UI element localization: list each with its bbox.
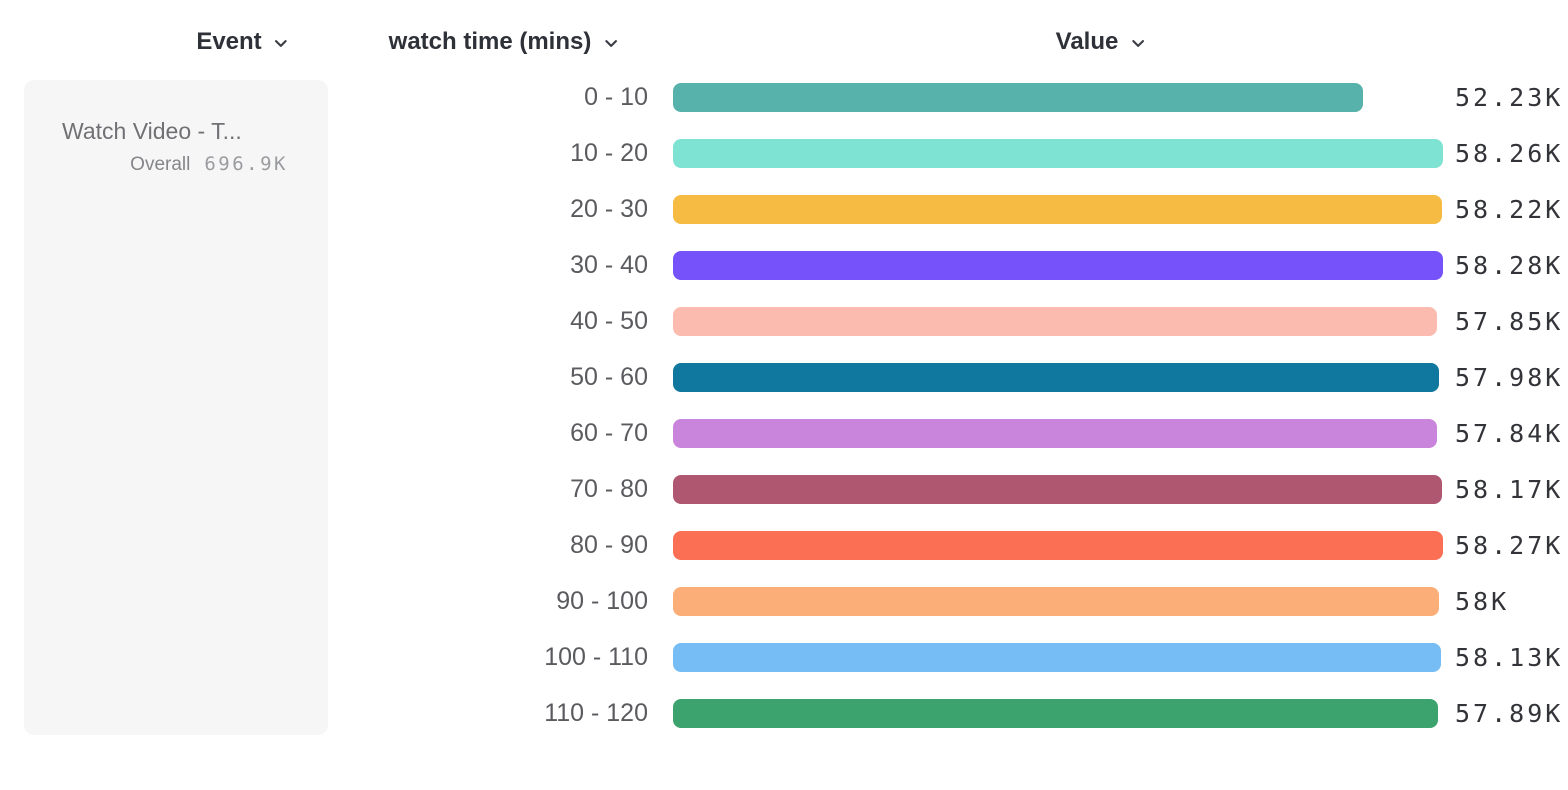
value-bar[interactable] (673, 698, 1438, 728)
chart-row: 80 - 90 58.27K (330, 517, 1568, 573)
breakdown-column-header[interactable]: watch time (mins) (389, 28, 620, 56)
bar-track (673, 250, 1443, 280)
value-label: 58.13K (1455, 642, 1564, 672)
bar-track (673, 138, 1443, 168)
chart-row: 20 - 30 58.22K (330, 181, 1568, 237)
chevron-down-icon (1129, 35, 1146, 52)
bar-track (673, 82, 1443, 112)
value-label: 58.22K (1455, 194, 1564, 224)
value-bar[interactable] (673, 530, 1443, 560)
chart-row: 60 - 70 57.84K (330, 405, 1568, 461)
bar-track (673, 530, 1443, 560)
value-label: 58.17K (1455, 474, 1564, 504)
value-bar[interactable] (673, 418, 1437, 448)
bucket-label: 90 - 100 (556, 586, 648, 615)
bucket-label: 30 - 40 (570, 250, 648, 279)
chevron-down-icon (273, 35, 290, 52)
bucket-label: 100 - 110 (544, 642, 648, 671)
event-column-label: Event (196, 28, 262, 55)
bar-chart: 0 - 10 52.23K 10 - 20 58.26K 20 - 30 58.22K 30… (330, 69, 1568, 741)
bar-track (673, 698, 1443, 728)
value-label: 57.85K (1455, 306, 1564, 336)
bar-track (673, 586, 1443, 616)
value-label: 57.98K (1455, 362, 1564, 392)
bucket-label: 20 - 30 (570, 194, 648, 223)
bucket-label: 40 - 50 (570, 306, 648, 335)
bucket-label: 0 - 10 (584, 82, 648, 111)
event-title: Watch Video - T... (62, 118, 242, 144)
value-label: 58K (1455, 586, 1510, 616)
event-column-header[interactable]: Event (196, 28, 289, 56)
bar-track (673, 474, 1443, 504)
value-column-header[interactable]: Value (1056, 28, 1147, 56)
value-label: 58.28K (1455, 250, 1564, 280)
value-label: 57.89K (1455, 698, 1564, 728)
value-bar[interactable] (673, 194, 1442, 224)
value-bar[interactable] (673, 82, 1363, 112)
chart-row: 10 - 20 58.26K (330, 125, 1568, 181)
chart-row: 40 - 50 57.85K (330, 293, 1568, 349)
value-bar[interactable] (673, 138, 1443, 168)
bar-track (673, 194, 1443, 224)
bucket-label: 10 - 20 (570, 138, 648, 167)
overall-value: 696.9K (204, 153, 288, 175)
breakdown-column-label: watch time (mins) (388, 28, 592, 55)
chart-row: 110 - 120 57.89K (330, 685, 1568, 741)
value-label: 58.26K (1455, 138, 1564, 168)
chart-row: 70 - 80 58.17K (330, 461, 1568, 517)
chart-row: 100 - 110 58.13K (330, 629, 1568, 685)
chart-row: 0 - 10 52.23K (330, 69, 1568, 125)
value-column-label: Value (1055, 28, 1119, 55)
bucket-label: 70 - 80 (570, 474, 648, 503)
bucket-label: 50 - 60 (570, 362, 648, 391)
overall-label: Overall (130, 154, 191, 175)
value-label: 58.27K (1455, 530, 1564, 560)
chart-row: 50 - 60 57.98K (330, 349, 1568, 405)
value-bar[interactable] (673, 306, 1437, 336)
value-label: 52.23K (1455, 82, 1564, 112)
chevron-down-icon (602, 35, 619, 52)
value-bar[interactable] (673, 474, 1442, 504)
chart-row: 90 - 100 58K (330, 573, 1568, 629)
bar-track (673, 306, 1443, 336)
bar-track (673, 642, 1443, 672)
event-card[interactable]: Watch Video - T... Overall 696.9K (24, 80, 328, 735)
bucket-label: 80 - 90 (570, 530, 648, 559)
bucket-label: 60 - 70 (570, 418, 648, 447)
value-bar[interactable] (673, 586, 1439, 616)
bar-track (673, 418, 1443, 448)
value-bar[interactable] (673, 642, 1441, 672)
chart-row: 30 - 40 58.28K (330, 237, 1568, 293)
bar-track (673, 362, 1443, 392)
bucket-label: 110 - 120 (544, 698, 648, 727)
overall-line: Overall 696.9K (62, 153, 288, 176)
value-label: 57.84K (1455, 418, 1564, 448)
value-bar[interactable] (673, 362, 1439, 392)
value-bar[interactable] (673, 250, 1443, 280)
